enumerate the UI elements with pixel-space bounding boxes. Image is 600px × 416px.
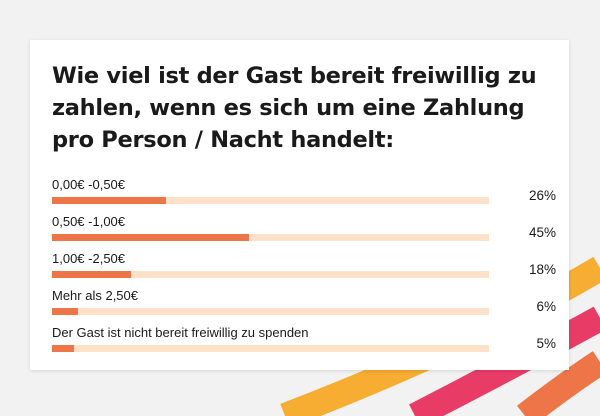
category-label: 0,50€ -1,00€	[52, 214, 126, 229]
bar-track	[52, 345, 489, 352]
value-label: 6%	[536, 299, 556, 314]
bar-row: Mehr als 2,50€ 6%	[52, 288, 562, 318]
orange-arc	[517, 351, 600, 416]
category-label: Der Gast ist nicht bereit freiwillig zu …	[52, 325, 309, 340]
bar	[52, 271, 131, 278]
bar-track	[52, 308, 489, 315]
bar	[52, 345, 74, 352]
chart-title: Wie viel ist der Gast bereit freiwillig …	[52, 63, 537, 153]
bar-track	[52, 197, 489, 204]
category-label: Mehr als 2,50€	[52, 288, 138, 303]
survey-result-card: Wie viel ist der Gast bereit freiwillig …	[30, 40, 569, 370]
bar-row: 0,00€ -0,50€ 26%	[52, 177, 562, 207]
category-label: 1,00€ -2,50€	[52, 251, 126, 266]
value-label: 5%	[536, 336, 556, 351]
value-label: 26%	[528, 188, 556, 203]
bar-row: 1,00€ -2,50€ 18%	[52, 251, 562, 281]
bar	[52, 197, 166, 204]
bar-track	[52, 271, 489, 278]
bar	[52, 308, 79, 315]
bar-track	[52, 234, 489, 241]
value-label: 45%	[528, 225, 556, 240]
bar-row: Der Gast ist nicht bereit freiwillig zu …	[52, 325, 562, 355]
bar-row: 0,50€ -1,00€ 45%	[52, 214, 562, 244]
value-label: 18%	[528, 262, 556, 277]
category-label: 0,00€ -0,50€	[52, 177, 126, 192]
bar	[52, 234, 249, 241]
